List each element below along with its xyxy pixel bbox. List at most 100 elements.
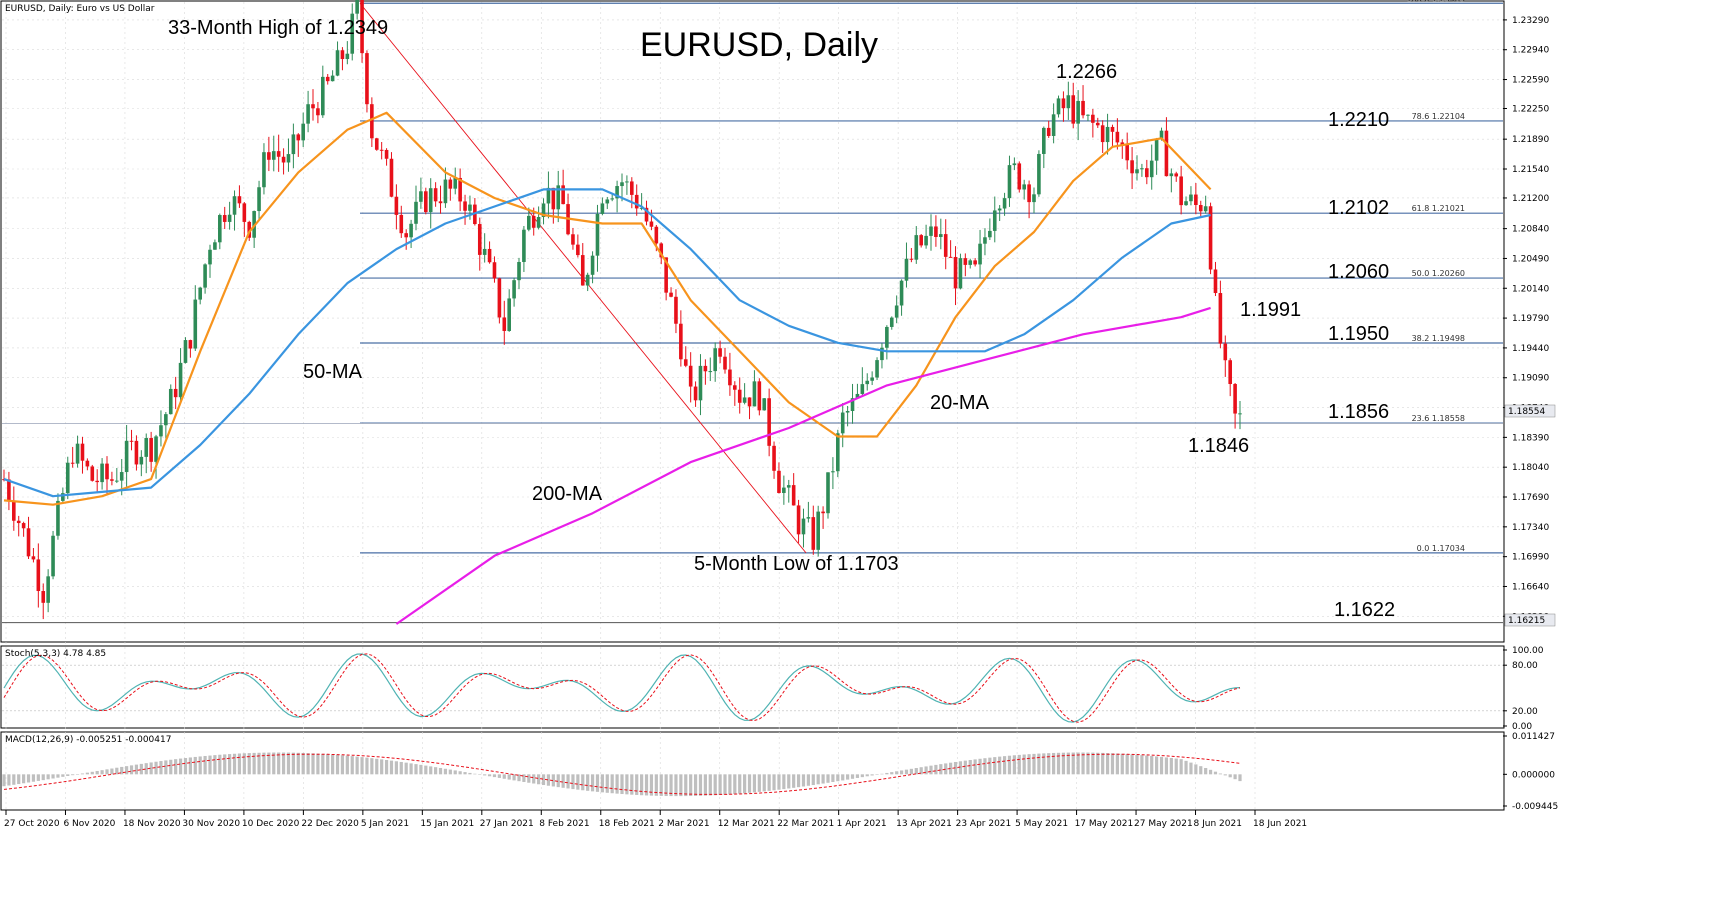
macd-bar [331,754,335,775]
macd-bar [777,774,781,790]
candle-down [311,104,315,109]
candle-down [188,340,193,349]
macd-bar [816,774,820,785]
macd-bar [218,754,222,775]
candle-down [634,194,639,209]
stoch-y-label: 100.00 [1512,646,1544,656]
macd-bar [1052,752,1056,775]
macd-y-label: 0.000000 [1512,770,1555,780]
macd-bar [1164,757,1169,775]
candle-up [855,393,860,399]
macd-bar [708,774,712,796]
candle-down [948,256,953,258]
candle-up [1037,153,1041,195]
candle-up [889,317,894,327]
macd-bar [61,774,65,777]
macd-bar [821,774,825,784]
macd-bar [522,774,526,782]
macd-y-label: 0.011427 [1512,732,1555,742]
x-tick-label: 6 Nov 2020 [63,819,115,829]
x-tick-label: 1 Apr 2021 [837,819,887,829]
fib-label: 38.2 1.19498 [1412,334,1465,343]
macd-bar [556,774,560,788]
annotation-low: 5-Month Low of 1.1703 [694,553,899,575]
macd-bar [1140,755,1144,775]
macd-bar [311,753,315,775]
candle-down [448,179,453,189]
candle-down [757,381,762,411]
macd-bar [796,774,801,788]
macd-bar [841,774,845,781]
macd-y-label: -0.009445 [1512,802,1558,812]
candle-up [831,471,835,473]
candle-up [1086,114,1090,116]
stoch-y-label: 20.00 [1512,707,1538,717]
chart-title: EURUSD, Daily [640,26,878,64]
candle-down [70,462,75,464]
candle-down [909,258,914,260]
macd-bar [831,774,835,783]
macd-bar [532,774,536,784]
macd-bar [1150,755,1154,775]
candle-down [811,517,816,550]
macd-bar [605,774,609,793]
candle-up [968,260,973,265]
candle-up [1007,165,1012,199]
candle-up [590,255,595,275]
macd-bar [919,767,923,775]
x-tick-label: 18 Nov 2020 [123,819,181,829]
candle-up [198,287,202,300]
candle-up [1140,168,1144,170]
macd-bar [1076,752,1080,775]
macd-bar [1208,769,1213,775]
candle-down [1233,384,1237,414]
macd-bar [865,774,869,777]
stoch-main-line [3,653,1241,723]
x-tick-label: 5 Jan 2021 [361,819,409,829]
macd-bar [850,774,855,779]
x-tick-label: 27 Jan 2021 [480,819,534,829]
candle-down [953,256,958,289]
candle-down [1081,100,1085,116]
candle-up [1203,206,1208,212]
macd-bar [154,761,158,775]
candle-up [291,134,296,155]
macd-bar [590,774,595,792]
candle-down [767,398,771,446]
macd-bar [306,753,310,775]
macd-bar [914,768,918,775]
macd-bar [1179,759,1183,775]
macd-bar [581,774,585,791]
candle-up [218,215,222,243]
candle-down [576,244,580,256]
candle-up [762,398,767,411]
candle-up [345,53,350,60]
macd-bar [703,774,707,796]
macd-bar [904,769,909,775]
macd-bar [571,774,575,790]
macd-bar [640,774,644,796]
candle-up [1149,160,1154,178]
macd-bar [993,757,997,775]
candle-up [193,299,198,349]
candle-down [1174,173,1179,177]
candle-up [1042,127,1046,154]
macd-panel: 0.011427 0.000000 -0.009445 [2,732,1558,812]
candle-up [124,440,129,473]
candle-down [1091,114,1095,123]
macd-bar [1125,754,1129,775]
annotation-2060: 1.2060 [1328,261,1389,283]
macd-bar [527,774,531,783]
candle-down [1164,130,1169,177]
candle-up [227,214,232,222]
candle-down [340,50,345,60]
macd-bar [51,774,55,779]
macd-bar [586,774,590,791]
macd-bar [738,774,742,794]
macd-bar [419,764,423,775]
candle-down [134,440,139,465]
candle-down [463,201,467,211]
candle-up [865,380,870,385]
x-tick-label: 18 Jun 2021 [1253,819,1307,829]
stoch-y-label: 80.00 [1512,661,1538,671]
